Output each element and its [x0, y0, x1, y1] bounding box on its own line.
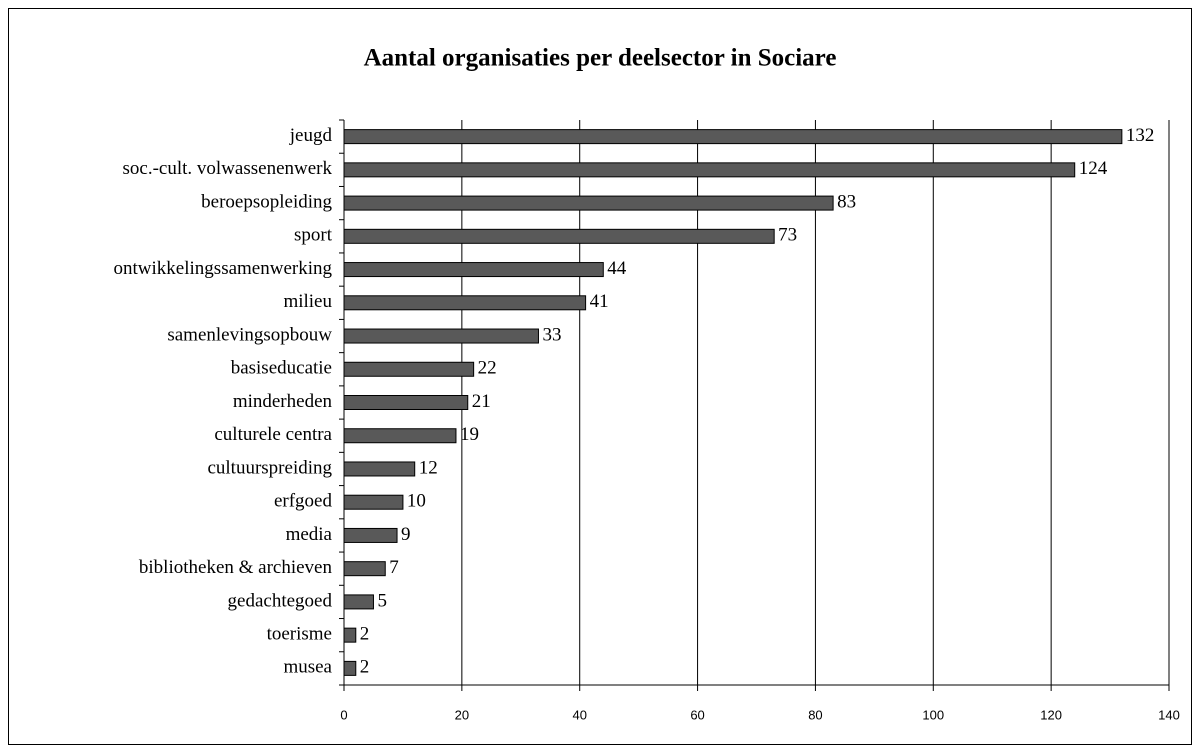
- y-tick-label: ontwikkelingssamenwerking: [114, 258, 333, 279]
- x-tick-label: 80: [808, 707, 822, 722]
- chart-title: Aantal organisaties per deelsector in So…: [364, 45, 837, 72]
- data-label: 83: [837, 191, 856, 212]
- bar: [343, 660, 357, 676]
- y-tick-label: musea: [283, 657, 332, 678]
- y-tick-label: sport: [294, 225, 333, 246]
- bar: [343, 129, 1123, 145]
- x-tick-label: 140: [1158, 707, 1180, 722]
- data-label: 21: [472, 391, 491, 412]
- y-tick-label: culturele centra: [214, 424, 332, 445]
- bar: [343, 262, 604, 278]
- x-tick-label: 0: [340, 707, 347, 722]
- bar: [343, 594, 374, 610]
- data-label: 132: [1126, 125, 1155, 146]
- data-label: 44: [607, 258, 627, 279]
- data-label: 7: [389, 557, 399, 578]
- data-label: 19: [460, 424, 479, 445]
- y-tick-label: bibliotheken & archieven: [139, 557, 333, 578]
- y-tick-label: milieu: [283, 291, 332, 312]
- data-label: 124: [1079, 158, 1108, 179]
- x-tick-label: 40: [572, 707, 586, 722]
- y-tick-label: samenlevingsopbouw: [167, 324, 332, 345]
- bar: [343, 494, 404, 510]
- y-tick-label: minderheden: [233, 391, 333, 412]
- data-label: 10: [407, 491, 426, 512]
- y-tick-label: soc.-cult. volwassenenwerk: [123, 158, 333, 179]
- bar: [343, 328, 539, 344]
- frame: [8, 8, 1192, 745]
- data-label: 73: [778, 225, 797, 246]
- bar: [343, 627, 357, 643]
- bar: [343, 527, 398, 543]
- data-label: 12: [419, 457, 438, 478]
- y-tick-label: erfgoed: [274, 491, 333, 512]
- y-tick-label: toerisme: [267, 624, 332, 645]
- data-label: 33: [542, 324, 561, 345]
- y-tick-label: cultuurspreiding: [207, 457, 332, 478]
- bar: [343, 195, 834, 211]
- data-label: 2: [360, 657, 370, 678]
- data-label: 41: [590, 291, 609, 312]
- x-tick-label: 20: [455, 707, 469, 722]
- bar: [343, 228, 775, 244]
- bar: [343, 428, 457, 444]
- x-tick-label: 100: [922, 707, 944, 722]
- bar: [343, 395, 469, 410]
- y-tick-label: jeugd: [289, 125, 333, 146]
- bar: [343, 461, 416, 477]
- bar: [343, 295, 587, 311]
- bar: [343, 561, 386, 577]
- y-tick-label: beroepsopleiding: [201, 191, 332, 212]
- bar: [343, 162, 1076, 178]
- data-label: 9: [401, 524, 411, 545]
- data-label: 2: [360, 624, 370, 645]
- y-tick-label: basiseducatie: [231, 358, 332, 379]
- x-tick-label: 120: [1040, 707, 1062, 722]
- x-tick-label: 60: [690, 707, 704, 722]
- y-tick-label: media: [286, 524, 333, 545]
- data-label: 22: [478, 358, 497, 379]
- data-label: 5: [377, 590, 387, 611]
- bar: [343, 361, 475, 377]
- y-tick-label: gedachtegoed: [228, 590, 333, 611]
